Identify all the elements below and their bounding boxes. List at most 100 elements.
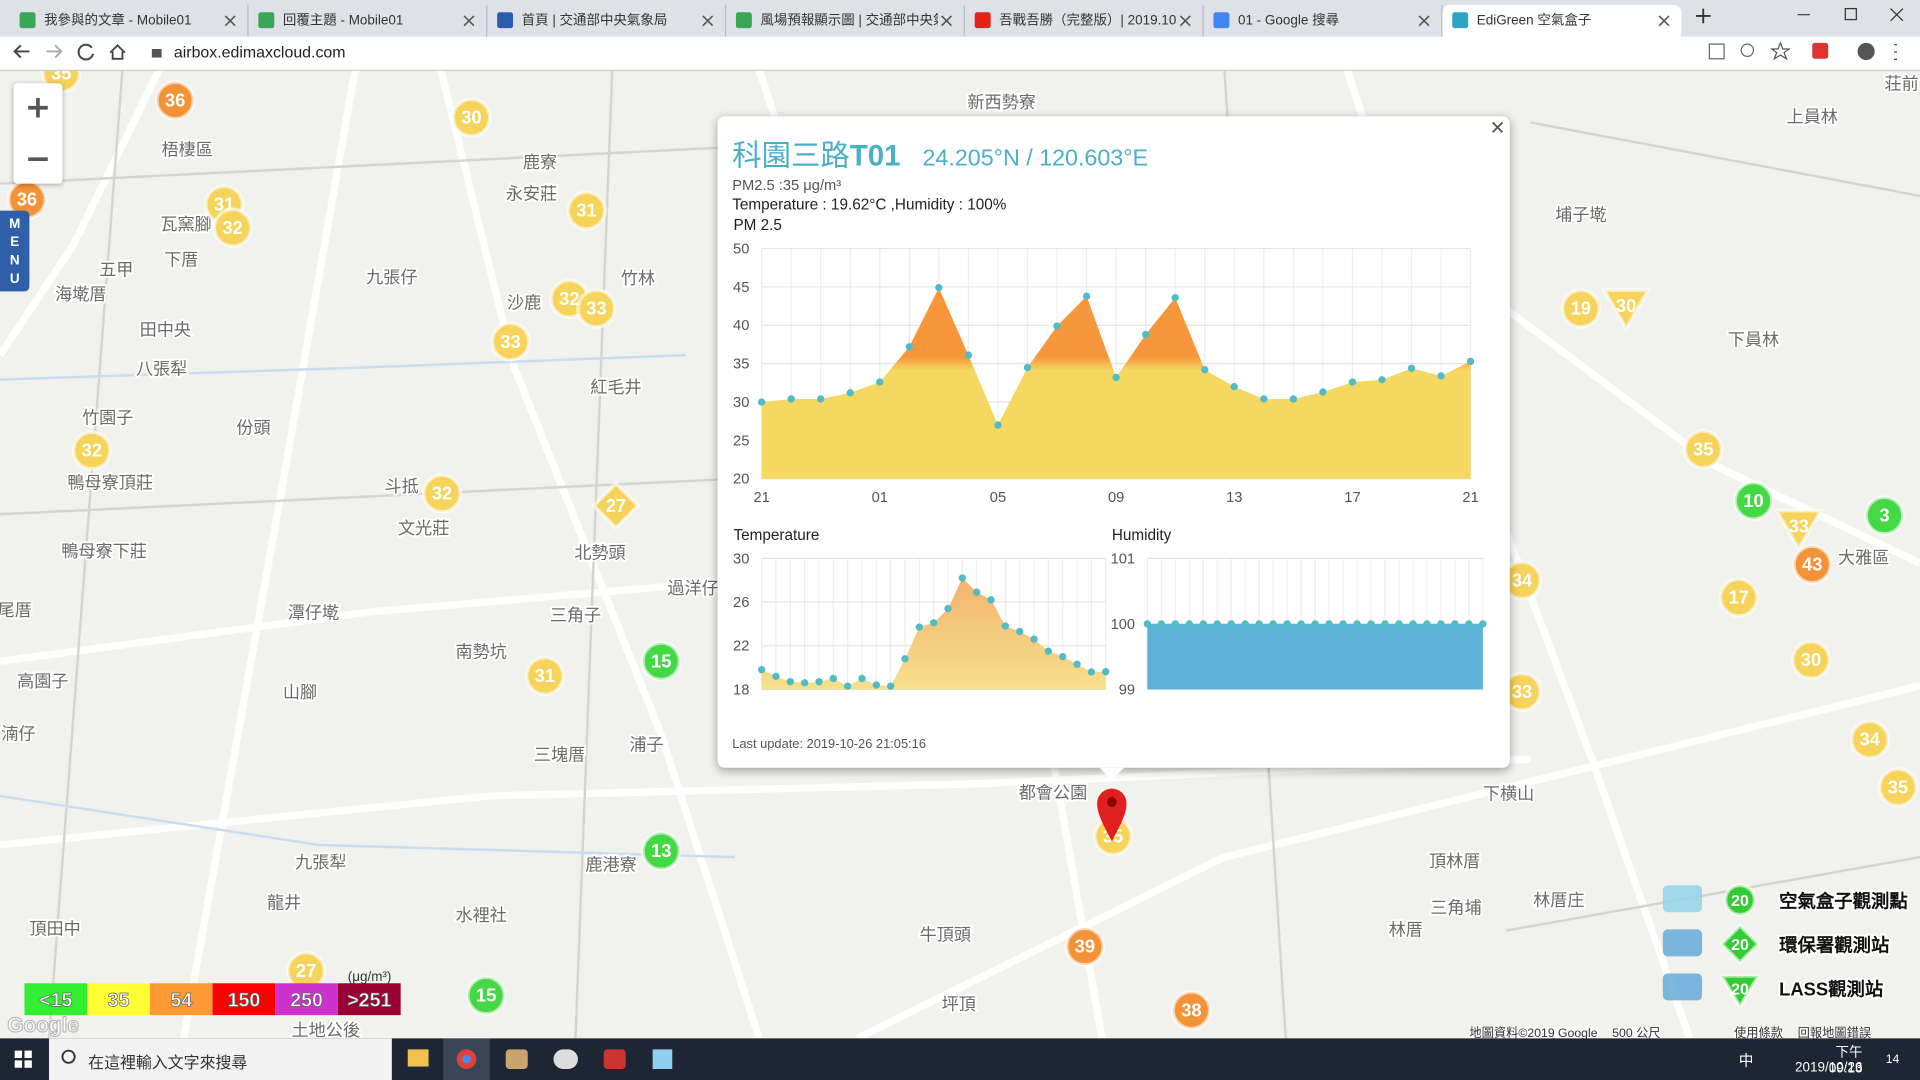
data-point — [872, 681, 881, 689]
tab[interactable]: 01 - Google 搜尋 — [1204, 4, 1443, 37]
clock-time[interactable]: 下午 09:13 — [1828, 1045, 1863, 1077]
zoom-in[interactable] — [28, 97, 48, 118]
close-window[interactable] — [1890, 8, 1904, 22]
tab-title: 01 - Google 搜尋 — [1237, 13, 1340, 29]
tab-close[interactable] — [223, 13, 238, 28]
tab-close[interactable] — [1417, 13, 1432, 28]
app[interactable] — [603, 1049, 626, 1069]
data-point — [905, 343, 914, 351]
aqi-marker[interactable] — [421, 473, 463, 514]
translate[interactable] — [1708, 43, 1725, 60]
data-point — [1311, 620, 1319, 628]
footer-text[interactable]: 使用條款 — [1734, 1027, 1783, 1041]
start[interactable] — [14, 1050, 32, 1068]
aqi-marker[interactable] — [1171, 990, 1212, 1031]
forward[interactable] — [46, 44, 63, 59]
home[interactable] — [109, 44, 126, 60]
maximize[interactable] — [1844, 7, 1857, 21]
tab-close[interactable] — [1178, 13, 1193, 28]
aqi-marker[interactable] — [1773, 508, 1825, 553]
tab[interactable]: EdiGreen 空氣盒子 — [1442, 4, 1682, 37]
back[interactable] — [13, 44, 30, 59]
station-name: 科園三路 — [732, 139, 850, 173]
data-point — [1157, 620, 1165, 628]
tab[interactable]: 吾戰吾勝（完整版）| 2019.10.2 — [965, 4, 1204, 37]
favicon — [497, 12, 514, 29]
tab-close[interactable] — [462, 13, 477, 28]
aqi-marker[interactable] — [212, 207, 253, 248]
y-tick-label: 18 — [733, 682, 749, 698]
aqi-marker[interactable] — [1864, 495, 1905, 536]
footer-text[interactable]: 回報地圖錯誤 — [1797, 1027, 1872, 1041]
data-point — [1230, 383, 1238, 391]
reload[interactable] — [77, 43, 95, 61]
tab-close[interactable] — [700, 13, 715, 28]
aqi-marker[interactable] — [1792, 544, 1833, 585]
marker-value: 34 — [1512, 570, 1533, 591]
aqi-marker[interactable] — [1733, 480, 1774, 522]
zoom[interactable] — [1740, 43, 1755, 57]
url[interactable]: airbox.edimaxcloud.com — [173, 42, 346, 62]
station-symbol[interactable] — [1719, 923, 1761, 966]
marker-value: 27 — [296, 960, 316, 981]
profile[interactable] — [1857, 42, 1875, 60]
clock-date[interactable]: 2019/10/26 — [1795, 1060, 1863, 1076]
station-symbol[interactable] — [1718, 974, 1762, 1011]
aqi-marker[interactable] — [451, 97, 492, 138]
station-symbol[interactable] — [1723, 883, 1757, 917]
popup-close[interactable] — [1492, 121, 1504, 133]
place-label: 鹿港寮 — [585, 855, 636, 875]
place-label: 潭仔墘 — [288, 602, 339, 622]
explorer[interactable] — [407, 1049, 429, 1067]
app[interactable] — [652, 1049, 673, 1069]
aqi-marker[interactable] — [1064, 926, 1106, 967]
aqi-marker[interactable] — [566, 190, 607, 231]
data-point — [843, 682, 852, 690]
aqi-marker[interactable] — [1683, 429, 1724, 470]
tab-close[interactable] — [1657, 13, 1672, 28]
aqi-marker[interactable] — [1718, 577, 1759, 618]
place-label: 牛頂頭 — [920, 924, 971, 944]
ime[interactable]: 中 — [1738, 1051, 1754, 1069]
aqi-marker[interactable] — [576, 288, 617, 329]
extension[interactable] — [1812, 42, 1829, 59]
bookmark[interactable] — [1770, 41, 1791, 61]
place-label: 浦子 — [629, 735, 663, 755]
chart-title: Temperature — [733, 527, 819, 544]
tab-close[interactable] — [939, 13, 954, 28]
taskbar: 在這裡輸入文字來搜尋 中 下午 09:13 2019/10/26 14 — [0, 1038, 1920, 1080]
new-tab[interactable] — [1695, 8, 1711, 24]
aqi-marker[interactable] — [641, 641, 682, 682]
aqi-marker[interactable] — [1600, 288, 1652, 332]
aqi-marker[interactable] — [1560, 288, 1602, 329]
aqi-marker[interactable] — [641, 830, 682, 872]
data-point — [876, 378, 884, 386]
aqi-marker[interactable] — [591, 481, 641, 531]
search-placeholder[interactable]: 在這裡輸入文字來搜尋 — [88, 1053, 248, 1072]
app[interactable] — [553, 1049, 578, 1069]
data-point — [829, 674, 837, 683]
tab[interactable]: 回覆主題 - Mobile01 — [249, 4, 488, 37]
place-label: 瓦窯腳 — [160, 214, 211, 234]
aqi-marker[interactable] — [1849, 719, 1891, 760]
aqi-marker[interactable] — [1877, 767, 1919, 808]
data-point — [1479, 620, 1487, 628]
search-box[interactable] — [48, 1038, 392, 1080]
level-swatch — [212, 983, 276, 1016]
aqi-marker[interactable] — [71, 430, 113, 471]
notifications[interactable]: 14 — [1885, 1053, 1900, 1067]
zoom-icons — [28, 97, 48, 162]
app[interactable] — [505, 1049, 528, 1069]
aqi-marker[interactable] — [490, 321, 531, 362]
aqi-marker[interactable] — [524, 655, 566, 697]
tab[interactable]: 首頁 | 交通部中央氣象局 — [487, 4, 727, 37]
aqi-marker[interactable] — [1790, 639, 1832, 681]
tab[interactable]: 風場預報顯示圖 | 交通部中央氣象 — [726, 4, 965, 37]
aqi-marker[interactable] — [465, 975, 507, 1016]
station-symbol-value: 20 — [1731, 893, 1749, 910]
place-label: 鹿寮 — [523, 152, 557, 172]
place-label: 九張犁 — [295, 852, 346, 872]
aqi-marker[interactable] — [154, 80, 196, 121]
tab[interactable]: 我參與的文章 - Mobile01 — [10, 4, 249, 37]
